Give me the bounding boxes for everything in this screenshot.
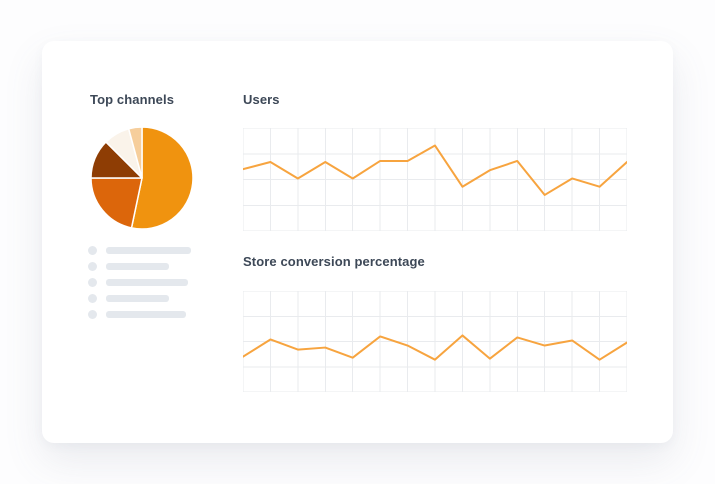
store-conversion-title: Store conversion percentage (243, 254, 425, 269)
legend-placeholder-bar (106, 295, 169, 302)
users-line-chart (243, 128, 627, 231)
legend-placeholder-bar (106, 263, 169, 270)
legend-bullet-dot (88, 246, 97, 255)
legend-item (88, 294, 191, 303)
legend-placeholder-bar (106, 279, 188, 286)
legend-bullet-dot (88, 294, 97, 303)
legend-item (88, 246, 191, 255)
store-conversion-line-chart (243, 291, 627, 392)
legend-item (88, 310, 191, 319)
legend-placeholder-bar (106, 247, 191, 254)
legend-bullet-dot (88, 278, 97, 287)
legend-bullet-dot (88, 310, 97, 319)
legend-placeholder-bar (106, 311, 186, 318)
dashboard-card: Top channels Users Store conversion perc… (42, 41, 673, 443)
legend-item (88, 262, 191, 271)
legend-item (88, 278, 191, 287)
top-channels-pie-chart (89, 125, 195, 231)
legend-bullet-dot (88, 262, 97, 271)
top-channels-legend (88, 246, 191, 326)
top-channels-title: Top channels (90, 92, 175, 107)
users-title: Users (243, 92, 280, 107)
